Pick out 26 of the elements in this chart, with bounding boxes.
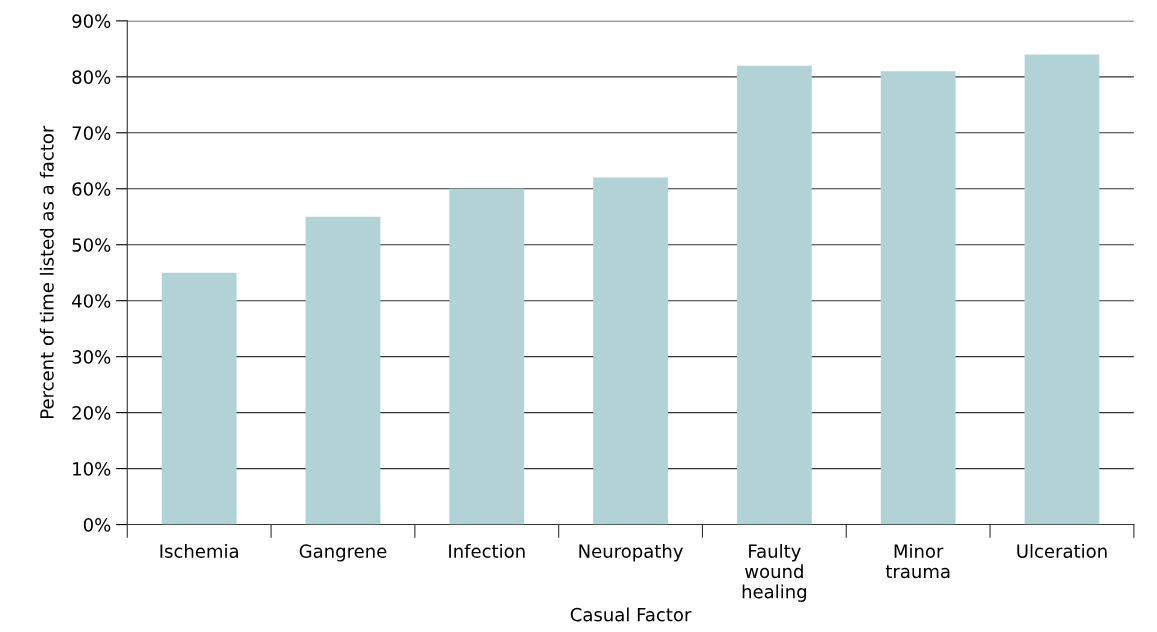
x-tick-label: Neuropathy (579, 544, 683, 562)
y-tick-label: 10% (73, 462, 111, 476)
y-tick-label: 30% (72, 350, 111, 364)
x-tick-label: Minor trauma (885, 544, 950, 579)
y-tick-label: 60% (72, 182, 111, 196)
y-tick-label: 70% (72, 126, 111, 140)
y-tick-label: 80% (72, 70, 111, 84)
x-axis-title: Casual Factor (570, 607, 692, 622)
x-tick-label: Faulty wound healing (742, 544, 806, 602)
y-tick-label: 50% (72, 238, 111, 252)
y-tick-label: 20% (72, 406, 111, 420)
bar (305, 216, 381, 525)
y-tick-label: 90% (72, 14, 111, 28)
bar (449, 188, 525, 525)
bar (736, 65, 812, 525)
x-tick-label: Gangrene (299, 544, 387, 562)
x-tick-label: Infection (449, 544, 525, 558)
bar (593, 177, 668, 525)
bar (880, 71, 956, 525)
x-tick-label: Ulceration (1017, 544, 1107, 558)
x-tick-label: Ischemia (160, 544, 238, 558)
y-tick-label: 0% (83, 518, 111, 532)
y-tick-label: 40% (72, 294, 111, 308)
bar (1024, 54, 1100, 525)
bar (161, 272, 237, 525)
y-axis-title: Percent of time listed as a factor (39, 125, 54, 418)
